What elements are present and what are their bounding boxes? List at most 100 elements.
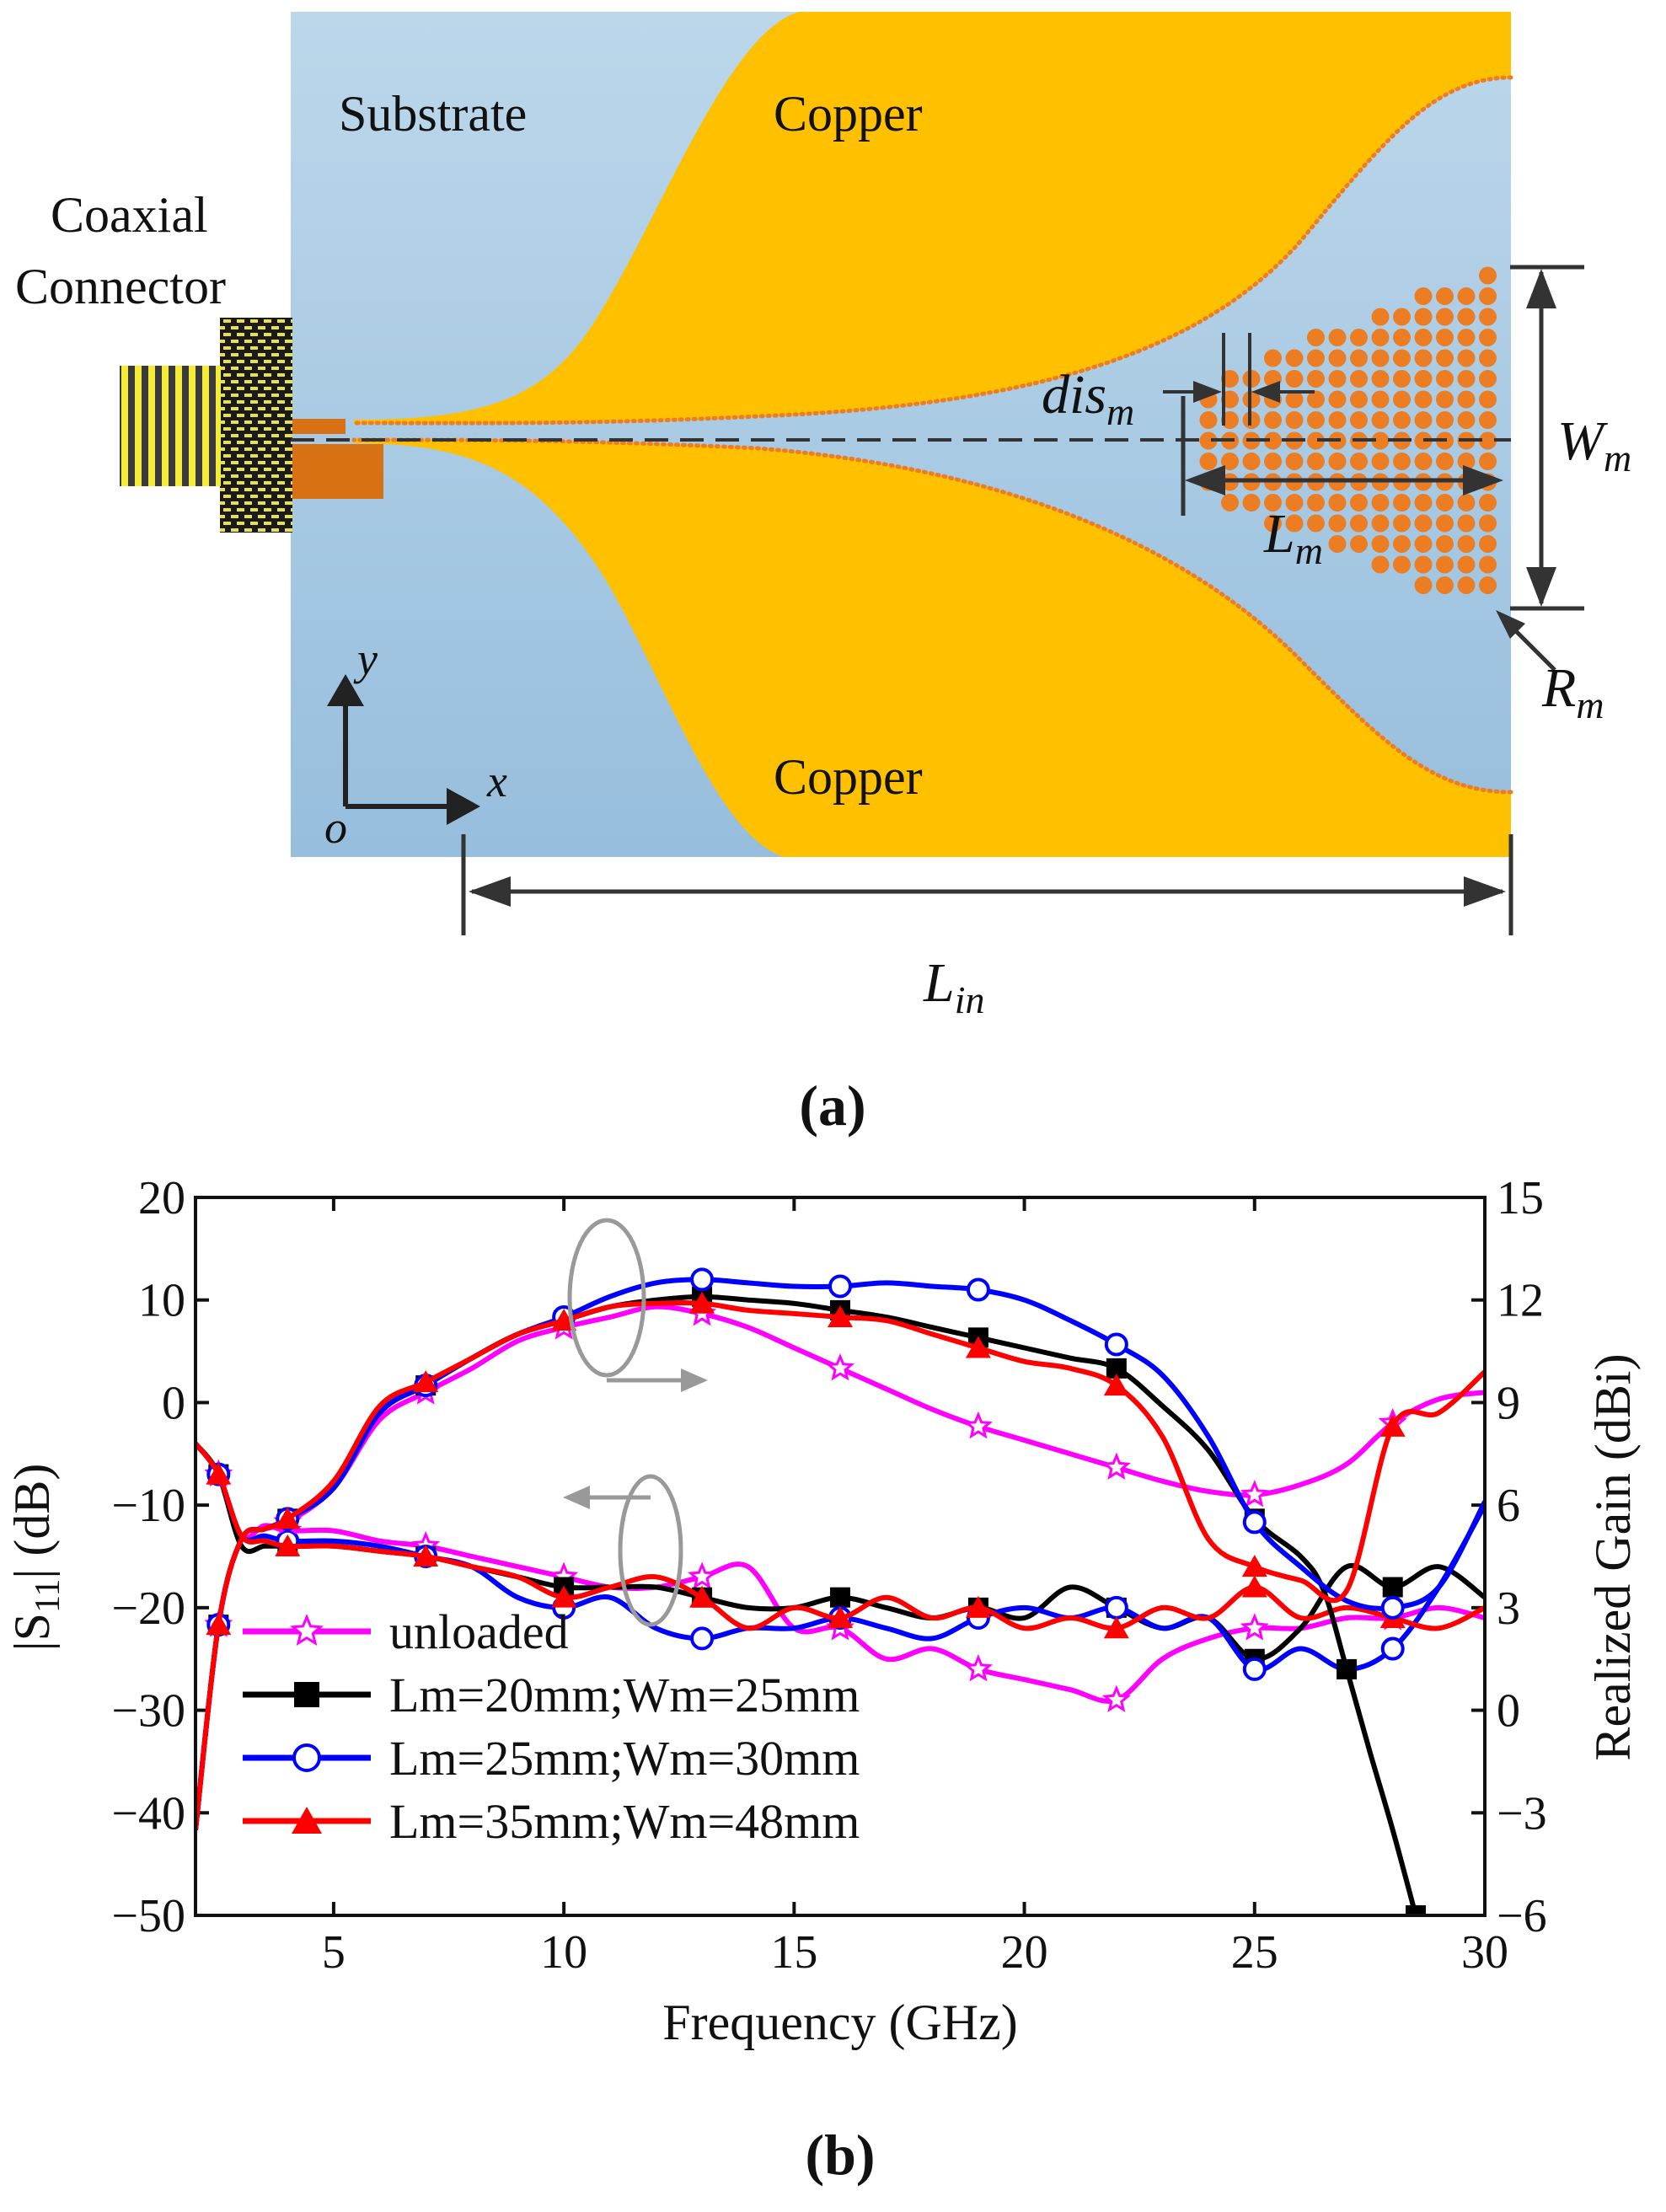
meta-dot bbox=[1393, 535, 1411, 553]
lm-label: Lm bbox=[1263, 503, 1323, 572]
y-right-tick-label: 6 bbox=[1497, 1480, 1520, 1532]
meta-dot bbox=[1307, 514, 1325, 533]
meta-dot bbox=[1393, 349, 1411, 367]
x-axis-label: Frequency (GHz) bbox=[662, 1995, 1018, 2050]
marker-star bbox=[1240, 1480, 1269, 1508]
y-right-tick-label: 3 bbox=[1497, 1583, 1520, 1635]
meta-dot bbox=[1393, 411, 1411, 429]
substrate-label: Substrate bbox=[339, 86, 527, 142]
marker-square bbox=[294, 1682, 319, 1707]
marker-circle bbox=[292, 1743, 321, 1772]
y-left-tick-label: 0 bbox=[162, 1377, 185, 1429]
coax-flange bbox=[220, 318, 292, 533]
meta-dot bbox=[1457, 329, 1476, 346]
panel-a-caption: (a) bbox=[799, 1074, 865, 1138]
meta-dot bbox=[1457, 287, 1476, 305]
meta-dot bbox=[1479, 308, 1497, 326]
marker-circle bbox=[966, 1277, 990, 1302]
legend-entry: Lm=20mm;Wm=25mm bbox=[243, 1668, 860, 1722]
s11-series-triangle bbox=[196, 1442, 1485, 1639]
x-tick-label: 5 bbox=[322, 1926, 346, 1979]
copper-top-dotted-edge bbox=[351, 75, 1513, 426]
meta-dot bbox=[1199, 411, 1218, 429]
marker-triangle bbox=[206, 1462, 232, 1485]
marker-circle bbox=[1242, 1657, 1267, 1681]
marker-triangle bbox=[1379, 1414, 1406, 1437]
marker-triangle bbox=[965, 1336, 991, 1358]
meta-dot bbox=[1371, 370, 1390, 388]
x-tick-label: 15 bbox=[770, 1926, 817, 1979]
legend-label: Lm=20mm;Wm=25mm bbox=[389, 1668, 860, 1722]
meta-dot bbox=[1328, 514, 1347, 533]
meta-dot bbox=[1328, 494, 1347, 511]
meta-dot bbox=[1457, 390, 1476, 409]
meta-dot bbox=[1371, 535, 1390, 553]
marker-square bbox=[1406, 1905, 1427, 1915]
meta-dot bbox=[1436, 555, 1454, 574]
marker-triangle bbox=[1103, 1616, 1129, 1639]
meta-dot bbox=[1350, 514, 1368, 533]
wm-label: Wm bbox=[1557, 410, 1631, 479]
meta-dot bbox=[1285, 370, 1304, 388]
meta-dot bbox=[1307, 411, 1325, 429]
marker-triangle bbox=[689, 1291, 715, 1314]
series-group bbox=[196, 1267, 1485, 1915]
meta-dot bbox=[1414, 494, 1433, 511]
marker-circle bbox=[690, 1267, 715, 1292]
marker-triangle bbox=[1241, 1575, 1267, 1598]
meta-dot bbox=[1457, 453, 1476, 470]
marker-triangle bbox=[1103, 1374, 1129, 1396]
meta-dot bbox=[1371, 308, 1390, 326]
x-tick-label: 10 bbox=[540, 1926, 587, 1979]
meta-dot bbox=[1285, 453, 1304, 470]
meta-dot bbox=[1414, 390, 1433, 409]
marker-star bbox=[1101, 1452, 1131, 1480]
axes-ticks: 5 10 15 20 25 3020100−10−20−30−40−5015129630−… bbox=[111, 1172, 1546, 1979]
meta-dot bbox=[1307, 349, 1325, 367]
meta-dot bbox=[1393, 514, 1411, 533]
meta-dot bbox=[1436, 349, 1454, 367]
meta-dot bbox=[1242, 453, 1261, 470]
meta-dot bbox=[1371, 494, 1390, 511]
marker-triangle bbox=[551, 1585, 577, 1608]
marker-triangle bbox=[689, 1585, 715, 1608]
meta-dot bbox=[1285, 494, 1304, 511]
dism-label: dism bbox=[1042, 364, 1134, 433]
meta-dot bbox=[1479, 329, 1497, 346]
y-right-axis-label: Realized Gain (dBi) bbox=[1585, 1353, 1641, 1760]
meta-dot bbox=[1479, 411, 1497, 429]
meta-dot bbox=[1479, 494, 1497, 511]
marker-triangle bbox=[413, 1370, 439, 1393]
meta-dot bbox=[1221, 453, 1239, 470]
x-tick-label: 25 bbox=[1231, 1926, 1278, 1979]
meta-dot bbox=[1371, 329, 1390, 346]
meta-dot bbox=[1285, 390, 1304, 409]
panel-b-caption: (b) bbox=[805, 2123, 875, 2187]
marker-triangle bbox=[965, 1595, 991, 1618]
meta-dot bbox=[1371, 390, 1390, 409]
marker-star bbox=[963, 1653, 993, 1682]
meta-dot bbox=[1307, 453, 1325, 470]
meta-dot bbox=[1414, 411, 1433, 429]
meta-dot bbox=[1328, 411, 1347, 429]
meta-dot bbox=[1264, 494, 1282, 511]
meta-dot bbox=[1393, 494, 1411, 511]
coordinate-axes: y x o bbox=[324, 634, 507, 853]
meta-dot bbox=[1221, 411, 1239, 429]
legend-label: unloaded bbox=[389, 1604, 569, 1659]
gain-series-triangle bbox=[196, 1291, 1485, 1830]
meta-dot bbox=[1285, 411, 1304, 429]
meta-dot bbox=[1414, 453, 1433, 470]
meta-dot bbox=[1371, 349, 1390, 367]
marker-triangle bbox=[828, 1606, 853, 1629]
meta-dot bbox=[1479, 514, 1497, 533]
meta-dot bbox=[1393, 390, 1411, 409]
marker-star bbox=[963, 1411, 993, 1439]
meta-dot bbox=[1479, 453, 1497, 470]
meta-dot bbox=[1436, 390, 1454, 409]
marker-star bbox=[688, 1561, 717, 1589]
chart-legend: unloaded Lm=20mm;Wm=25mm Lm=25mm;Wm=30mm Lm… bbox=[243, 1604, 860, 1849]
marker-star bbox=[1101, 1684, 1131, 1712]
meta-dot bbox=[1350, 370, 1368, 388]
